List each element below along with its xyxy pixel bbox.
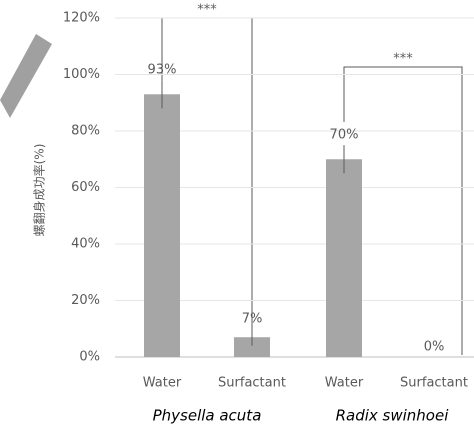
y-tick-label: 120% xyxy=(63,11,100,26)
group-label: Radix swinhoei xyxy=(336,407,450,424)
significance-label: *** xyxy=(197,3,217,18)
x-tick-label: Surfactant xyxy=(218,376,286,391)
y-tick-label: 0% xyxy=(79,350,100,365)
y-tick-label: 20% xyxy=(71,293,100,308)
x-tick-label: Water xyxy=(143,376,182,391)
significance-bracket xyxy=(343,66,463,355)
decoration xyxy=(0,34,52,118)
y-axis-label: 螺翻身成功率(%) xyxy=(32,144,47,237)
y-tick-label: 100% xyxy=(63,67,100,82)
x-tick-label: Surfactant xyxy=(400,376,468,391)
bar xyxy=(144,94,180,358)
value-label: 7% xyxy=(242,311,263,326)
bar xyxy=(234,337,270,357)
value-label: 93% xyxy=(148,63,177,78)
y-tick-label: 40% xyxy=(71,237,100,252)
x-tick-label: Water xyxy=(325,376,364,391)
group-label: Physella acuta xyxy=(153,407,262,424)
value-label: 0% xyxy=(424,340,445,355)
significance-label: *** xyxy=(393,52,413,67)
y-tick-label: 60% xyxy=(71,180,100,195)
y-tick-label: 80% xyxy=(71,124,100,139)
bar xyxy=(326,159,362,357)
value-label: 70% xyxy=(330,128,359,143)
